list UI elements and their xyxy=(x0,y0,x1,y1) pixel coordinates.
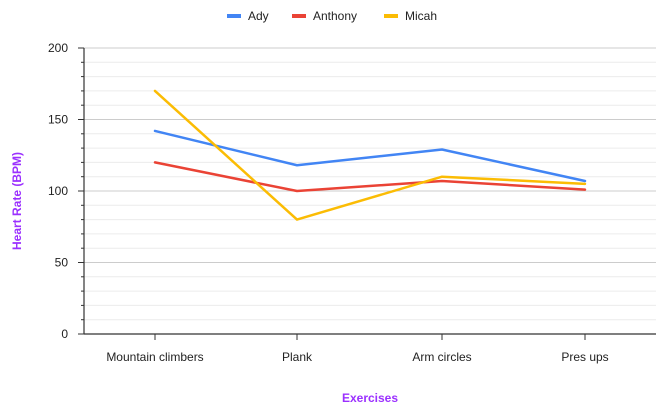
legend-label-ady: Ady xyxy=(248,9,269,23)
series-lines xyxy=(153,89,587,221)
legend-entry-ady[interactable]: Ady xyxy=(227,9,269,23)
legend-swatch-anthony xyxy=(292,14,306,18)
y-tick-label: 150 xyxy=(48,113,68,127)
x-tick-label: Plank xyxy=(282,350,313,364)
x-tick-labels: Mountain climbers Plank Arm circles Pres up… xyxy=(106,350,608,364)
gridlines xyxy=(84,47,656,321)
legend-swatch-micah xyxy=(384,14,398,18)
legend: Ady Anthony Micah xyxy=(227,9,437,23)
y-tick-label: 50 xyxy=(55,256,69,270)
series-line-micah xyxy=(153,89,587,221)
y-tick-label: 0 xyxy=(61,327,68,341)
x-axis-title: Exercises xyxy=(342,391,398,405)
x-tick-label: Pres ups xyxy=(561,350,608,364)
x-tick-label: Mountain climbers xyxy=(106,350,203,364)
x-tick-label: Arm circles xyxy=(412,350,471,364)
legend-entry-micah[interactable]: Micah xyxy=(384,9,437,23)
axes xyxy=(78,47,656,340)
y-tick-label: 100 xyxy=(48,184,68,198)
legend-label-micah: Micah xyxy=(405,9,437,23)
legend-swatch-ady xyxy=(227,14,241,18)
legend-entry-anthony[interactable]: Anthony xyxy=(292,9,357,23)
y-tick-label: 200 xyxy=(48,41,68,55)
y-tick-labels: 0 50 100 150 200 xyxy=(48,41,68,341)
legend-label-anthony: Anthony xyxy=(313,9,357,23)
series-line-anthony xyxy=(153,161,587,193)
y-axis-title: Heart Rate (BPM) xyxy=(10,152,24,250)
series-line-ady xyxy=(153,129,587,183)
